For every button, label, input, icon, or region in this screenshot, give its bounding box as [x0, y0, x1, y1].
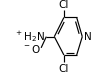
Text: $^+$H$_2$N: $^+$H$_2$N — [14, 29, 45, 44]
Text: Cl: Cl — [59, 64, 69, 74]
Text: N: N — [84, 32, 92, 42]
Text: $^-$O: $^-$O — [22, 43, 41, 55]
Text: Cl: Cl — [59, 0, 69, 10]
